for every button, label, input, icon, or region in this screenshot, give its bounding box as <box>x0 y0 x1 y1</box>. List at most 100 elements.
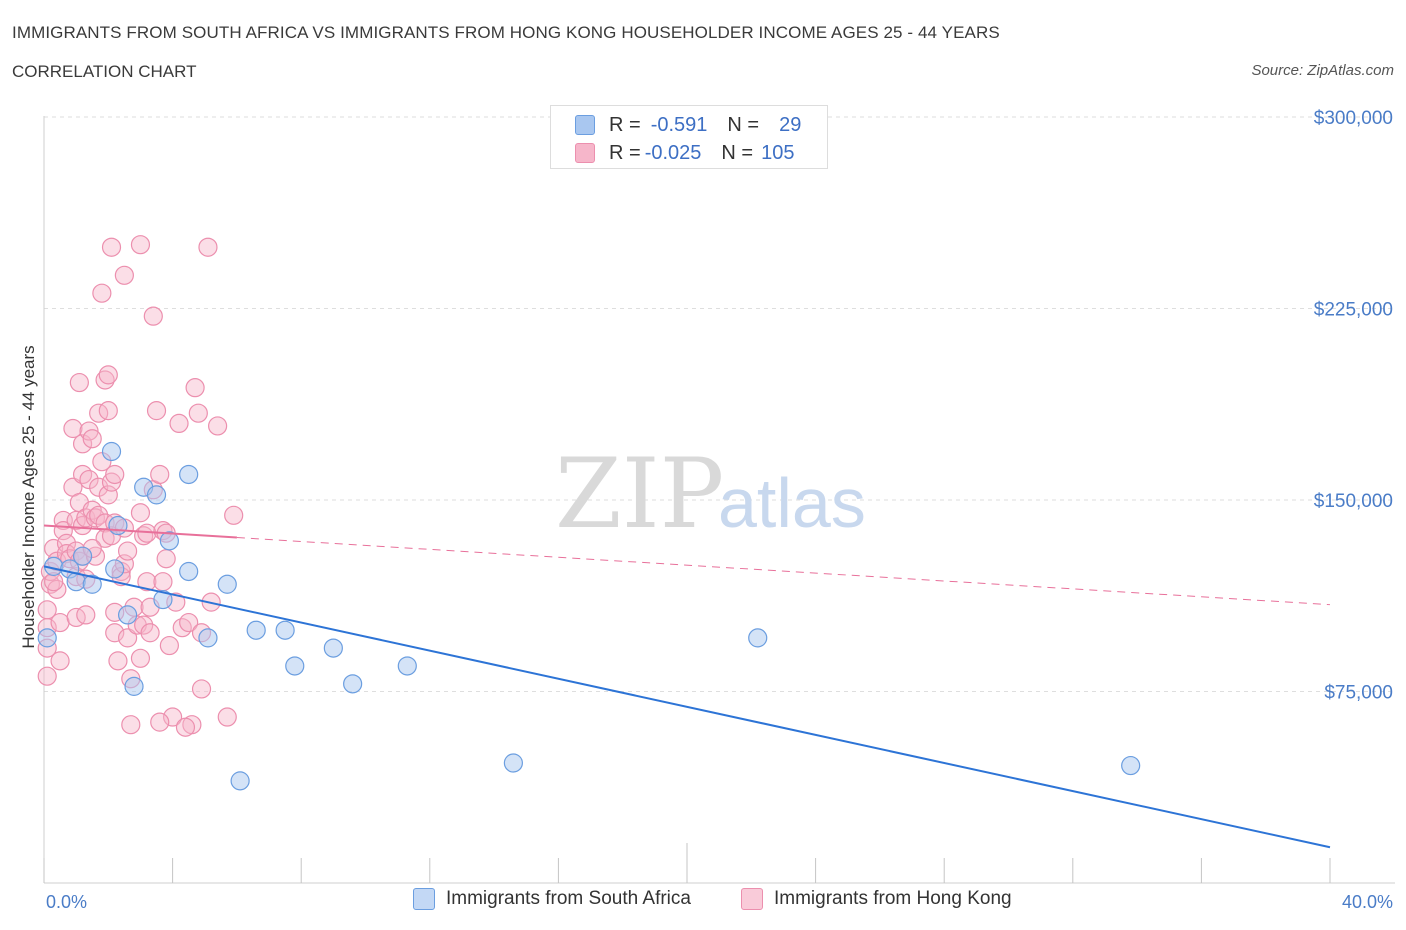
hong-kong-point <box>56 533 77 554</box>
hong-kong-point <box>37 666 57 686</box>
hong-kong-point <box>98 365 118 385</box>
hong-kong-point <box>101 237 122 257</box>
south-africa-point <box>37 628 57 648</box>
hong-kong-point <box>137 572 157 592</box>
south-africa-point <box>179 561 199 582</box>
hong-kong-point <box>208 416 228 436</box>
hong-kong-trend-line <box>43 524 237 539</box>
south-africa-point <box>146 485 167 505</box>
hong-kong-point <box>140 623 160 643</box>
hong-kong-point <box>85 508 106 528</box>
y-tick-label: $225,000 <box>1314 300 1393 321</box>
chart-subtitle: CORRELATION CHART <box>12 62 197 81</box>
hong-kong-point <box>89 477 109 497</box>
r-value: -0.591 <box>650 113 708 136</box>
south-africa-point <box>397 656 417 676</box>
hong-kong-point <box>114 265 134 285</box>
south-africa-point <box>101 441 122 462</box>
hong-kong-point <box>121 715 141 735</box>
legend-label-hong-kong: Immigrants from Hong Kong <box>774 888 1012 909</box>
hong-kong-point <box>172 618 192 638</box>
hong-kong-point <box>69 372 89 393</box>
hong-kong-trend-extension <box>236 537 1331 606</box>
x-tick-label: 40.0% <box>1342 892 1393 912</box>
hong-kong-point <box>179 612 199 633</box>
legend-item-south-africa[interactable]: Immigrants from South Africa <box>413 888 691 910</box>
hong-kong-point <box>79 469 99 490</box>
stats-row-south-africa: R = -0.591 N = 29 <box>575 112 801 138</box>
hong-kong-point <box>50 612 70 633</box>
n-value: 29 <box>779 113 802 136</box>
chart-title: IMMIGRANTS FROM SOUTH AFRICA VS IMMIGRAN… <box>12 23 1000 42</box>
hong-kong-point <box>63 418 83 439</box>
y-axis-label: Householder Income Ages 25 - 44 years <box>19 345 38 648</box>
r-label: R = <box>609 141 641 164</box>
axes <box>43 116 1395 884</box>
hong-kong-point <box>217 707 237 727</box>
hong-kong-point <box>185 378 205 398</box>
south-africa-point <box>246 620 266 640</box>
watermark-atlas: atlas <box>718 464 866 542</box>
hong-kong-point <box>50 651 70 671</box>
south-africa-point <box>179 464 199 485</box>
south-africa-point <box>230 771 250 791</box>
south-africa-point <box>1121 755 1141 776</box>
hong-kong-point <box>98 485 118 505</box>
south-africa-point <box>82 574 102 594</box>
south-africa-trend-line <box>43 565 1331 849</box>
blue-swatch <box>575 115 595 135</box>
south-africa-point <box>343 674 363 694</box>
south-africa-point <box>105 559 125 579</box>
hong-kong-point <box>105 464 125 485</box>
legend-label-south-africa: Immigrants from South Africa <box>446 888 691 909</box>
hong-kong-point <box>198 237 218 257</box>
hong-kong-point <box>175 717 196 737</box>
hong-kong-point <box>117 541 138 561</box>
hong-kong-point <box>92 283 112 303</box>
y-tick-label: $300,000 <box>1314 108 1393 129</box>
tick-labels: $75,000 $150,000 $225,000 $300,000 0.0% 40.0% <box>46 108 1393 912</box>
south-africa-point <box>124 676 144 696</box>
hong-kong-point <box>108 651 128 671</box>
n-label: N = <box>721 141 754 164</box>
south-africa-point <box>217 574 237 594</box>
hong-kong-point <box>130 648 151 668</box>
r-value: -0.025 <box>644 141 702 164</box>
grid <box>44 116 1395 692</box>
y-tick-label: $75,000 <box>1324 683 1393 704</box>
hong-kong-point <box>130 235 151 255</box>
hong-kong-point <box>130 503 151 523</box>
hong-kong-point <box>224 505 244 525</box>
hong-kong-point <box>169 413 189 433</box>
pink-swatch <box>575 143 595 163</box>
hong-kong-point <box>117 628 138 648</box>
legend-item-hong-kong[interactable]: Immigrants from Hong Kong <box>741 888 1012 910</box>
hong-kong-point <box>146 401 167 421</box>
legend-pink-swatch <box>741 888 763 910</box>
south-africa-point <box>285 656 305 676</box>
south-africa-point <box>323 638 343 658</box>
source-credit: Source: ZipAtlas.com <box>1251 62 1394 79</box>
hong-kong-point <box>188 403 208 423</box>
n-value: 105 <box>761 141 795 164</box>
hong-kong-point <box>82 429 102 449</box>
hong-kong-point <box>156 549 176 569</box>
hong-kong-point <box>159 635 179 656</box>
south-africa-point <box>748 628 768 648</box>
south-africa-point <box>198 628 218 648</box>
south-africa-point <box>72 546 93 566</box>
n-label: N = <box>727 113 760 136</box>
x-tick-label: 0.0% <box>46 892 87 912</box>
stats-box: R = -0.591 N = 29 R = -0.025 N = 105 <box>550 105 828 169</box>
south-africa-point <box>108 515 128 536</box>
hong-kong-point <box>150 464 170 485</box>
r-label: R = <box>609 113 641 136</box>
south-africa-point <box>153 589 173 610</box>
hong-kong-point <box>105 623 125 643</box>
hong-kong-point <box>143 306 163 326</box>
south-africa-point <box>275 620 295 640</box>
trend-lines <box>43 524 1331 849</box>
hong-kong-point <box>95 370 115 390</box>
stats-row-hong-kong: R = -0.025 N = 105 <box>575 140 794 166</box>
